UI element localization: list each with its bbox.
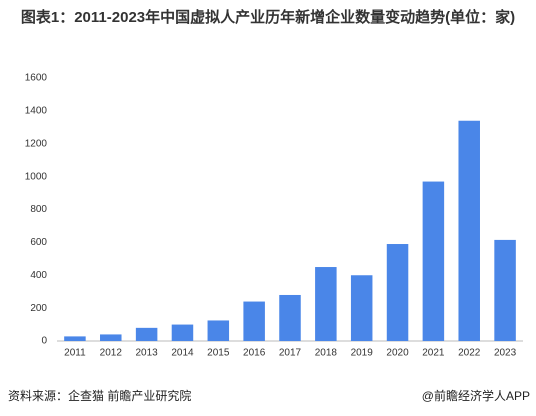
y-tick-label: 800 (30, 204, 47, 215)
x-tick-label: 2016 (243, 348, 266, 359)
x-tick-label: 2019 (351, 348, 374, 359)
bar (315, 267, 337, 341)
y-tick-label: 0 (41, 336, 47, 347)
x-tick-label: 2014 (171, 348, 194, 359)
bar (458, 120, 480, 341)
x-tick-label: 2022 (458, 348, 481, 359)
y-tick-label: 200 (30, 303, 47, 314)
x-tick-label: 2018 (315, 348, 338, 359)
x-tick-label: 2011 (64, 348, 86, 359)
chart-title: 图表1：2011-2023年中国虚拟人产业历年新增企业数量变动趋势(单位：家) (20, 9, 516, 26)
bar (135, 327, 158, 341)
source: 资料来源：企查猫 前瞻产业研究院 (8, 388, 191, 403)
bar (494, 239, 516, 341)
bar (386, 244, 409, 341)
x-tick-label: 2020 (386, 348, 409, 359)
bar (64, 336, 86, 341)
x-tick-label: 2021 (422, 348, 445, 359)
y-tick-label: 1600 (25, 73, 48, 84)
bar (422, 181, 445, 341)
bar (207, 320, 230, 341)
x-tick-label: 2017 (279, 348, 302, 359)
x-tick-label: 2015 (207, 348, 230, 359)
y-tick-label: 1400 (25, 106, 48, 117)
y-tick-label: 1000 (25, 171, 48, 182)
bar (171, 324, 194, 341)
x-tick-label: 2023 (494, 348, 517, 359)
x-tick-label: 2012 (100, 348, 123, 359)
y-tick-label: 400 (30, 270, 47, 281)
y-tick-label: 600 (30, 237, 47, 248)
x-tick-label: 2013 (135, 348, 158, 359)
credit: @前瞻经济学人APP (422, 388, 530, 403)
bar (350, 275, 373, 341)
bar (279, 294, 301, 341)
y-tick-label: 1200 (25, 138, 48, 149)
bar (100, 334, 122, 341)
bar (243, 301, 265, 341)
